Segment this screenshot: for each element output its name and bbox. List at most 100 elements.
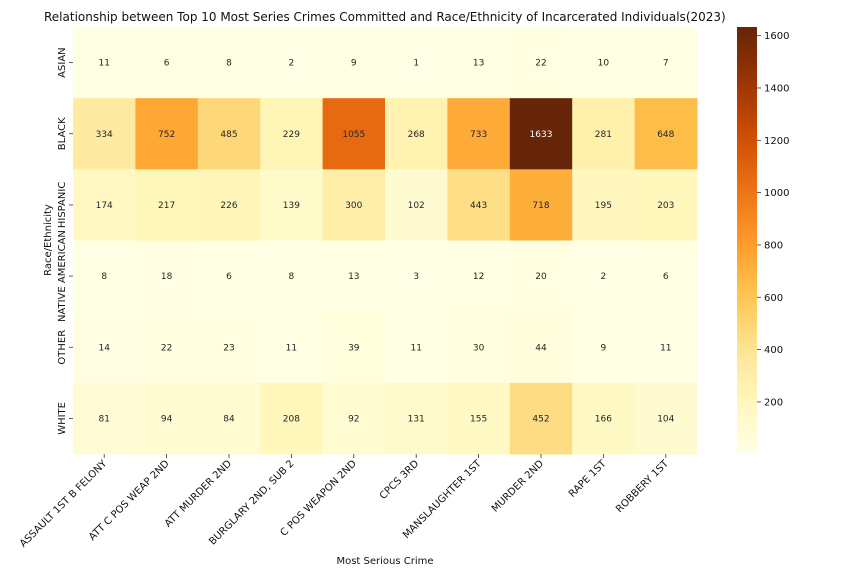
heatmap-cell bbox=[447, 382, 511, 455]
cell-value-label: 18 bbox=[161, 272, 173, 282]
cell-value-label: 3 bbox=[413, 272, 419, 282]
heatmap-cell bbox=[509, 311, 573, 384]
colorbar bbox=[737, 27, 757, 454]
x-tick-label: CPCS 3RD bbox=[378, 458, 422, 502]
cell-value-label: 11 bbox=[98, 59, 109, 69]
x-tick-label: ROBBERY 1ST bbox=[614, 458, 671, 515]
heatmap-cell bbox=[73, 382, 136, 455]
heatmap-cell bbox=[447, 27, 511, 99]
heatmap-cell bbox=[572, 311, 636, 384]
y-tick-label: WHITE bbox=[57, 402, 68, 435]
cell-value-label: 9 bbox=[351, 59, 357, 69]
heatmap-cell bbox=[634, 27, 698, 99]
colorbar-ticks: 200 400 600 800 1000 1200 1400 1600 bbox=[757, 31, 789, 408]
cell-value-label: 229 bbox=[283, 130, 300, 140]
heatmap-cell bbox=[572, 240, 636, 313]
heatmap-cell bbox=[322, 240, 386, 313]
heatmap-cell bbox=[135, 382, 199, 455]
heatmap-cell bbox=[509, 98, 573, 170]
cell-value-label: 1055 bbox=[342, 130, 365, 140]
heatmap-cell bbox=[634, 98, 698, 170]
cell-value-label: 226 bbox=[220, 201, 237, 211]
heatmap-cell bbox=[634, 240, 698, 313]
y-tick-label: ASIAN bbox=[57, 47, 68, 77]
heatmap-cell bbox=[197, 382, 261, 455]
cell-value-label: 752 bbox=[158, 130, 175, 140]
cell-value-label: 268 bbox=[408, 130, 425, 140]
heatmap-cell bbox=[260, 382, 324, 455]
x-tick-label: MURDER 2ND bbox=[490, 458, 546, 514]
heatmap-cell bbox=[135, 240, 199, 313]
cell-value-label: 84 bbox=[223, 414, 235, 424]
cell-value-label: 92 bbox=[348, 414, 359, 424]
cell-value-label: 2 bbox=[289, 59, 295, 69]
colorbar-tick-label: 600 bbox=[764, 293, 783, 304]
cell-value-label: 14 bbox=[98, 343, 110, 353]
cell-value-label: 718 bbox=[532, 201, 549, 211]
cell-value-label: 6 bbox=[164, 59, 170, 69]
x-tick-label: RAPE 1ST bbox=[567, 458, 609, 500]
cell-value-label: 139 bbox=[283, 201, 300, 211]
cell-value-label: 1633 bbox=[530, 130, 553, 140]
cell-value-label: 203 bbox=[657, 201, 674, 211]
cell-value-label: 20 bbox=[535, 272, 547, 282]
heatmap-cell bbox=[260, 98, 324, 170]
y-tick-label: NATIVE AMERICAN bbox=[57, 230, 68, 322]
cell-value-label: 6 bbox=[663, 272, 669, 282]
heatmap-cell bbox=[73, 27, 136, 99]
cell-value-label: 94 bbox=[161, 414, 173, 424]
cell-value-label: 44 bbox=[535, 343, 547, 353]
cell-value-label: 11 bbox=[410, 343, 421, 353]
heatmap-cell bbox=[509, 240, 573, 313]
cell-value-label: 8 bbox=[101, 272, 107, 282]
cell-value-label: 208 bbox=[283, 414, 300, 424]
heatmap-cell bbox=[322, 27, 386, 99]
heatmap-cell bbox=[197, 98, 261, 170]
cell-value-label: 174 bbox=[96, 201, 113, 211]
cell-value-label: 12 bbox=[473, 272, 484, 282]
heatmap-cell bbox=[447, 98, 511, 170]
cell-value-label: 1 bbox=[413, 59, 419, 69]
colorbar-tick-label: 1400 bbox=[764, 83, 789, 94]
heatmap-cell bbox=[572, 27, 636, 99]
colorbar-tick-label: 1600 bbox=[764, 31, 789, 42]
colorbar-tick-label: 1200 bbox=[764, 136, 789, 147]
cell-value-label: 155 bbox=[470, 414, 487, 424]
colorbar-tick-label: 1000 bbox=[764, 188, 789, 199]
y-axis-ticks: ASIAN BLACK HISPANIC NATIVE AMERICAN OTHER WH… bbox=[57, 47, 73, 435]
cell-value-label: 334 bbox=[96, 130, 113, 140]
cell-value-label: 23 bbox=[223, 343, 234, 353]
cell-value-label: 8 bbox=[226, 59, 232, 69]
y-axis-label: Race/Ethnicity bbox=[43, 204, 54, 276]
cell-value-label: 281 bbox=[595, 130, 612, 140]
cell-value-label: 7 bbox=[663, 59, 669, 69]
chart-title: Relationship between Top 10 Most Series … bbox=[44, 10, 726, 24]
cell-value-label: 39 bbox=[348, 343, 360, 353]
colorbar-tick-label: 200 bbox=[764, 397, 783, 408]
heatmap-cell bbox=[322, 311, 386, 384]
cell-value-label: 6 bbox=[226, 272, 232, 282]
heatmap-cell bbox=[260, 311, 324, 384]
heatmap-cell bbox=[197, 169, 261, 241]
heatmap-cell bbox=[73, 311, 136, 384]
heatmap-cell bbox=[385, 98, 448, 170]
cell-value-label: 13 bbox=[473, 59, 484, 69]
heatmap-cell bbox=[135, 98, 199, 170]
heatmap-cell bbox=[73, 98, 136, 170]
cell-value-label: 11 bbox=[660, 343, 671, 353]
cell-value-label: 452 bbox=[532, 414, 549, 424]
cell-value-label: 300 bbox=[345, 201, 362, 211]
heatmap-cell bbox=[509, 27, 573, 99]
cell-value-label: 2 bbox=[601, 272, 607, 282]
heatmap-cell bbox=[197, 311, 261, 384]
cell-value-label: 104 bbox=[657, 414, 674, 424]
heatmap-cell bbox=[509, 382, 573, 455]
heatmap-cell bbox=[634, 382, 698, 455]
cell-value-label: 9 bbox=[601, 343, 607, 353]
heatmap-cell bbox=[572, 382, 636, 455]
heatmap-cell bbox=[634, 311, 698, 384]
y-tick-label: OTHER bbox=[57, 330, 68, 365]
cell-value-label: 81 bbox=[98, 414, 109, 424]
cell-value-label: 8 bbox=[289, 272, 295, 282]
